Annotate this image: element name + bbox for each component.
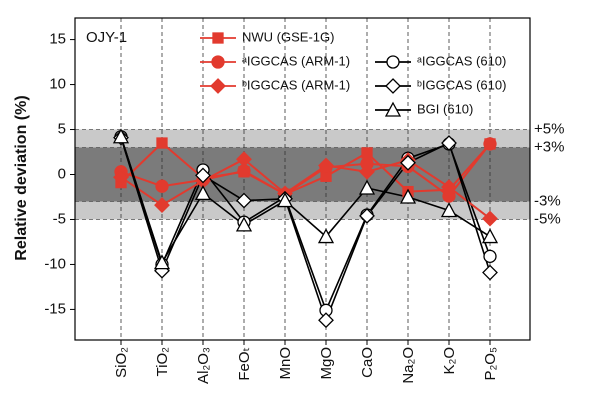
plot-frame bbox=[74, 17, 531, 341]
data-point bbox=[318, 312, 334, 329]
data-point bbox=[156, 137, 168, 149]
data-point bbox=[482, 210, 498, 227]
legend-label: BGI (610) bbox=[417, 101, 473, 116]
data-point bbox=[359, 163, 375, 180]
data-point bbox=[441, 179, 457, 196]
band-label: -5% bbox=[534, 210, 561, 227]
band-label: +5% bbox=[534, 120, 564, 137]
y-tick-label: -15 bbox=[44, 300, 66, 317]
data-point bbox=[236, 151, 252, 168]
data-point bbox=[153, 254, 171, 270]
data-point bbox=[359, 207, 375, 224]
legend-label: ᵇIGGCAS (610) bbox=[417, 77, 506, 92]
y-tick-label: -10 bbox=[44, 255, 66, 272]
data-point bbox=[400, 154, 416, 171]
series-line bbox=[120, 143, 491, 198]
legend-label: ᵃIGGCAS (610) bbox=[417, 53, 506, 68]
x-tick-label: FeOₜ bbox=[236, 347, 253, 381]
legend-label: ᵇIGGCAS (ARM-1) bbox=[242, 77, 350, 92]
series-line bbox=[120, 137, 491, 323]
data-point bbox=[482, 264, 498, 281]
sample-label: OJY-1 bbox=[86, 29, 127, 46]
band-label: -3% bbox=[534, 192, 561, 209]
series-line bbox=[120, 158, 491, 220]
data-point bbox=[113, 169, 129, 186]
data-point bbox=[235, 216, 253, 232]
y-tick-label: 5 bbox=[58, 120, 66, 137]
data-point bbox=[483, 137, 497, 151]
data-point bbox=[481, 228, 499, 244]
legend-marker bbox=[386, 55, 400, 69]
x-tick-label: TiO₂ bbox=[154, 347, 171, 377]
data-point bbox=[318, 157, 334, 174]
legend-marker bbox=[211, 55, 225, 69]
data-point bbox=[358, 179, 376, 195]
y-axis-label: Relative deviation (%) bbox=[13, 95, 30, 260]
y-tick-label: 0 bbox=[58, 165, 66, 182]
series-line bbox=[120, 141, 491, 196]
legend-marker bbox=[384, 101, 402, 117]
legend-marker bbox=[385, 78, 401, 94]
data-point bbox=[276, 192, 294, 208]
data-point bbox=[112, 128, 130, 144]
data-point bbox=[195, 167, 211, 184]
y-tick-label: -5 bbox=[53, 210, 66, 227]
y-tick-label: 10 bbox=[49, 76, 66, 93]
x-tick-label: K₂O bbox=[441, 347, 458, 375]
x-tick-label: SiO₂ bbox=[113, 347, 130, 378]
data-point bbox=[155, 179, 169, 193]
data-point bbox=[441, 135, 457, 151]
data-point bbox=[194, 185, 212, 201]
data-point bbox=[399, 188, 417, 204]
legend-marker bbox=[210, 78, 226, 94]
data-point bbox=[236, 192, 252, 209]
legend-marker bbox=[212, 32, 224, 44]
legend-label: ᵃIGGCAS (ARM-1) bbox=[242, 53, 350, 68]
y-tick-label: 15 bbox=[49, 31, 66, 48]
series-line bbox=[120, 136, 491, 313]
data-point bbox=[440, 202, 458, 218]
data-point bbox=[154, 197, 170, 214]
data-point bbox=[317, 228, 335, 244]
data-point bbox=[361, 147, 373, 159]
x-tick-label: MnO bbox=[277, 347, 294, 380]
x-tick-label: Al₂O₃ bbox=[195, 347, 212, 384]
data-point bbox=[483, 249, 497, 264]
legend-label: NWU (GSE-1G) bbox=[242, 29, 334, 44]
x-tick-label: CaO bbox=[359, 347, 376, 378]
x-tick-label: P₂O₅ bbox=[482, 347, 499, 381]
x-tick-label: Na₂O bbox=[400, 347, 417, 384]
series-line bbox=[120, 136, 491, 265]
band-label: +3% bbox=[534, 138, 564, 155]
x-tick-label: MgO bbox=[318, 347, 335, 380]
